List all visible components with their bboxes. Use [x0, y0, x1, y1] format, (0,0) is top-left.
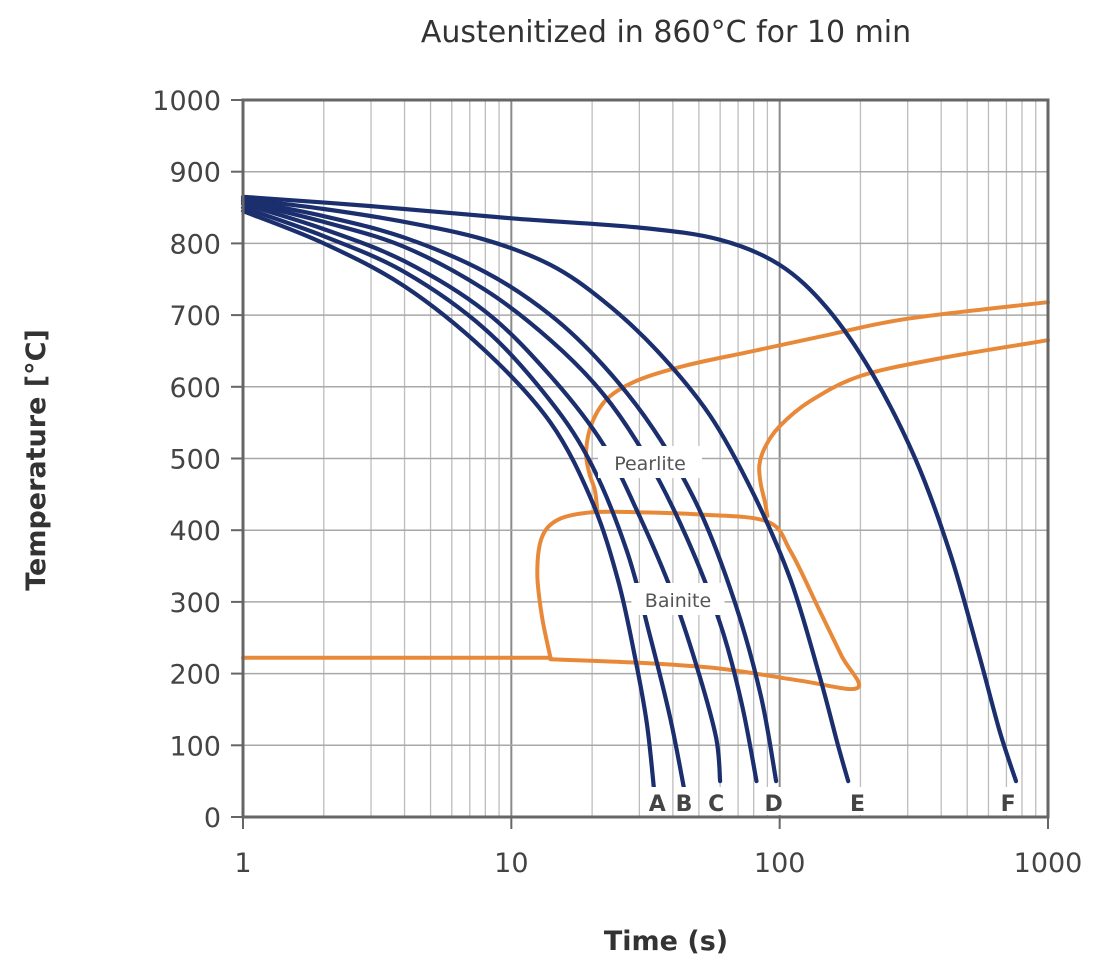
curve-letter-f: F — [1001, 792, 1016, 817]
cooling-curve-b — [240, 205, 687, 791]
y-tick-label: 100 — [169, 731, 221, 762]
x-tick-label: 100 — [754, 848, 806, 879]
y-tick-label: 0 — [204, 803, 221, 834]
chart-title: Austenitized in 860°C for 10 min — [421, 15, 911, 50]
y-tick-label: 500 — [169, 445, 221, 476]
x-axis-label: Time (s) — [604, 926, 728, 957]
curve-letter-background — [707, 787, 726, 815]
y-tick-label: 800 — [169, 229, 221, 260]
transformation-line-pearlite-finish — [757, 338, 1050, 518]
region-label-pearlite: Pearlite — [614, 453, 686, 475]
curve-letter-background — [848, 787, 867, 815]
curve-letter-b: B — [676, 792, 693, 817]
curve-letter-c: C — [708, 792, 724, 817]
y-tick-label: 700 — [169, 301, 221, 332]
curve-letter-e: E — [850, 792, 865, 817]
transformation-line-pearlite-start — [584, 300, 1050, 518]
plot-frame — [241, 98, 1050, 819]
cooling-curves — [240, 194, 1019, 791]
cooling-curve-e — [240, 196, 851, 784]
x-tick-label: 1 — [234, 848, 251, 879]
cooling-curve-c — [240, 201, 723, 784]
y-tick-label: 900 — [169, 158, 221, 189]
y-tick-label: 200 — [169, 660, 221, 691]
region-annotations: Pearlite Bainite — [598, 446, 725, 615]
y-tick-label: 400 — [169, 516, 221, 547]
transformation-curves — [241, 300, 1050, 692]
cooling-curve-d — [240, 198, 779, 784]
cooling-curve-a — [240, 209, 656, 791]
region-label-background — [631, 583, 725, 615]
y-tick-label: 1000 — [152, 86, 221, 117]
y-tick-label: 300 — [169, 588, 221, 619]
curve-letter-d: D — [765, 792, 783, 817]
curve-letter-background — [999, 787, 1018, 815]
x-tick-label: 10 — [494, 848, 528, 879]
curve-letter-a: A — [649, 792, 666, 817]
y-tick-label: 600 — [169, 373, 221, 404]
y-axis-label: Temperature [°C] — [21, 329, 52, 591]
x-tick-label: 1000 — [1014, 848, 1083, 879]
region-label-background — [598, 446, 702, 478]
curve-letter-background — [648, 787, 667, 815]
cooling-curve-f — [240, 194, 1019, 784]
cooling-curve-d1 — [240, 199, 759, 784]
region-label-bainite: Bainite — [645, 590, 711, 612]
curve-letter-background — [674, 787, 693, 815]
axis-ticks: 0 100 200 300 400 500 600 700 800 900 1000 1 10 100 10… — [152, 86, 1082, 879]
curve-letter-background — [764, 787, 783, 815]
transformation-line-bainite-region — [535, 509, 862, 692]
